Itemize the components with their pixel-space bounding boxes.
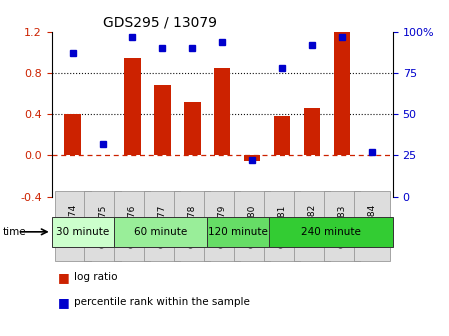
Text: ■: ■ xyxy=(58,296,70,309)
Text: time: time xyxy=(2,227,26,237)
Bar xyxy=(64,114,81,155)
Bar xyxy=(269,217,393,247)
Text: ■: ■ xyxy=(58,271,70,284)
Text: 60 minute: 60 minute xyxy=(134,227,187,237)
Text: 30 minute: 30 minute xyxy=(56,227,109,237)
Bar xyxy=(274,116,291,155)
Text: GDS295 / 13079: GDS295 / 13079 xyxy=(103,15,217,29)
Bar xyxy=(124,58,141,155)
Bar xyxy=(214,68,230,155)
Bar xyxy=(334,32,350,155)
Bar xyxy=(207,217,269,247)
Text: 120 minute: 120 minute xyxy=(208,227,268,237)
Bar xyxy=(184,102,201,155)
Text: 240 minute: 240 minute xyxy=(301,227,361,237)
Bar xyxy=(244,155,260,161)
Bar xyxy=(154,85,171,155)
Bar xyxy=(114,217,207,247)
Text: percentile rank within the sample: percentile rank within the sample xyxy=(74,297,250,307)
Text: log ratio: log ratio xyxy=(74,272,118,282)
Bar xyxy=(52,217,114,247)
Bar xyxy=(304,108,320,155)
